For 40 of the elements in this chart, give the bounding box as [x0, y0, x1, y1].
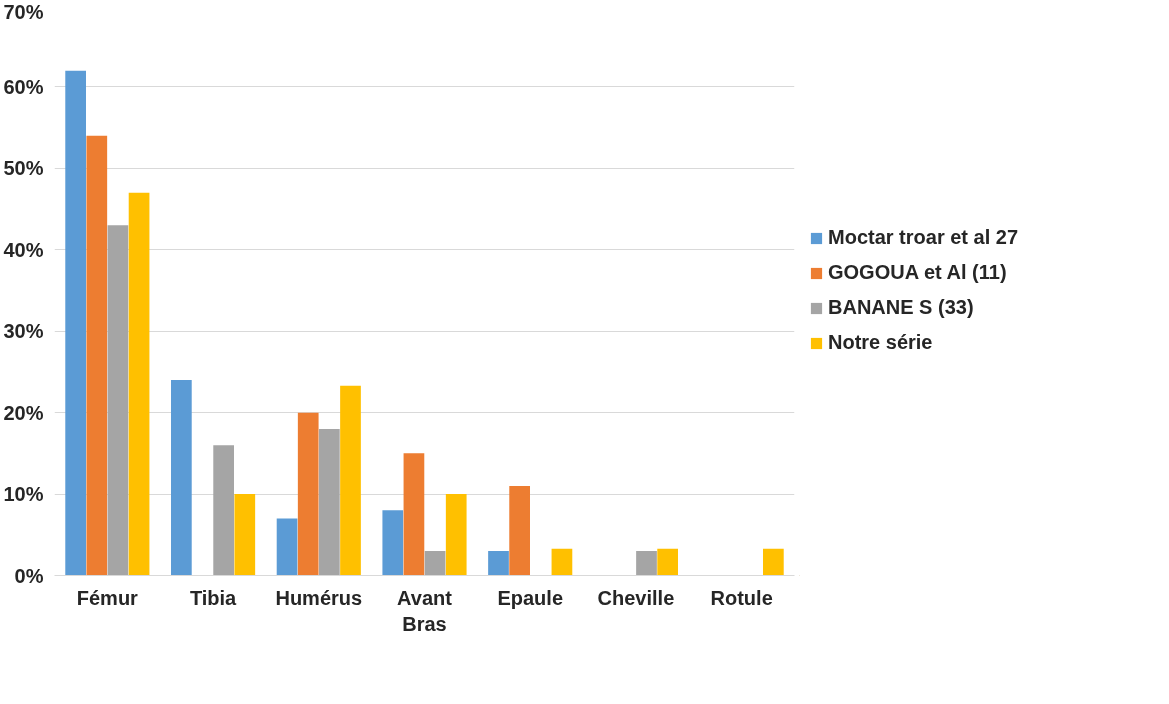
bar — [382, 510, 404, 576]
bar — [445, 494, 467, 576]
bar — [763, 548, 784, 576]
bar — [276, 518, 298, 576]
bar — [213, 445, 234, 576]
y-tick-label: 20% — [3, 401, 44, 424]
bar — [424, 551, 446, 576]
bar — [128, 192, 150, 576]
bar — [340, 385, 361, 576]
x-tick-label: Cheville — [597, 586, 675, 609]
y-tick-label: 70% — [3, 0, 44, 23]
y-tick-label: 40% — [3, 238, 44, 261]
x-tick-label: Fémur — [76, 586, 139, 609]
bar — [403, 453, 425, 576]
legend-label: BANANE S (33) — [828, 296, 974, 319]
x-tick-label: Humérus — [275, 586, 363, 609]
legend-label: GOGOUA et Al (11) — [828, 261, 1007, 284]
bar — [234, 494, 256, 576]
bar — [657, 548, 678, 576]
legend-label: Notre série — [828, 331, 933, 354]
bar — [319, 428, 340, 576]
bar — [65, 70, 86, 576]
y-tick-label: 30% — [3, 320, 44, 343]
y-tick-label: 0% — [14, 564, 44, 587]
y-tick-label: 50% — [3, 157, 44, 180]
bar — [488, 551, 509, 576]
bar — [509, 485, 530, 576]
bar — [86, 135, 108, 576]
bar — [107, 225, 129, 576]
bar — [551, 548, 573, 576]
y-tick-label: 10% — [3, 483, 44, 506]
legend-label: Moctar troar et al 27 — [828, 226, 1019, 249]
x-tick-label: Avant Bras — [397, 586, 453, 635]
x-tick-label: Rotule — [710, 586, 773, 609]
bar — [171, 380, 192, 576]
x-tick-label: Epaule — [497, 586, 563, 609]
x-tick-label: Tibia — [189, 586, 238, 609]
y-tick-label: 60% — [3, 75, 44, 98]
bar — [297, 412, 319, 576]
bar — [636, 551, 657, 576]
